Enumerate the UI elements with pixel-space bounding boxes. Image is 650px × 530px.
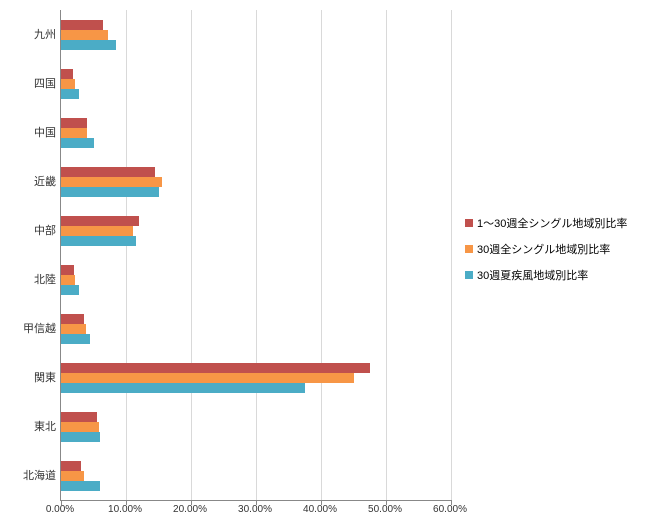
bar	[61, 30, 108, 40]
legend: 1～30週全シングル地域別比率 30週全シングル地域別比率 30週夏疾風地域別比率	[465, 215, 627, 293]
x-axis-label: 60.00%	[433, 504, 467, 515]
y-axis-label: 九州	[6, 29, 56, 41]
bar	[61, 89, 79, 99]
bar	[61, 432, 100, 442]
legend-swatch	[465, 271, 473, 279]
legend-item: 1～30週全シングル地域別比率	[465, 215, 627, 231]
bar	[61, 138, 94, 148]
chart-container: 1～30週全シングル地域別比率30週全シングル地域別比率30週夏疾風地域別比率 …	[0, 0, 650, 530]
legend-label: 30週夏疾風地域別比率	[477, 267, 588, 283]
bar	[61, 187, 159, 197]
bar	[61, 412, 97, 422]
x-axis-label: 10.00%	[108, 504, 142, 515]
y-axis-label: 中部	[6, 225, 56, 237]
y-axis-label: 四国	[6, 78, 56, 90]
bar	[61, 265, 74, 275]
bar	[61, 236, 136, 246]
bar	[61, 275, 75, 285]
bar	[61, 216, 139, 226]
bar	[61, 226, 133, 236]
plot-area	[60, 10, 451, 501]
legend-item: 30週全シングル地域別比率	[465, 241, 627, 257]
gridline	[386, 10, 387, 500]
bar	[61, 167, 155, 177]
y-axis-label: 近畿	[6, 176, 56, 188]
x-axis-label: 30.00%	[238, 504, 272, 515]
legend-label: 1～30週全シングル地域別比率	[477, 215, 627, 231]
gridline	[191, 10, 192, 500]
x-axis-label: 40.00%	[303, 504, 337, 515]
y-axis-label: 東北	[6, 421, 56, 433]
bar	[61, 285, 79, 295]
x-axis-label: 20.00%	[173, 504, 207, 515]
bar	[61, 177, 162, 187]
legend-swatch	[465, 245, 473, 253]
bar	[61, 481, 100, 491]
y-axis-label: 関東	[6, 372, 56, 384]
bar	[61, 383, 305, 393]
bar	[61, 373, 354, 383]
bar	[61, 334, 90, 344]
gridline	[256, 10, 257, 500]
bar	[61, 461, 81, 471]
bar	[61, 69, 73, 79]
y-axis-label: 甲信越	[6, 323, 56, 335]
legend-swatch	[465, 219, 473, 227]
y-axis-label: 中国	[6, 127, 56, 139]
bar	[61, 40, 116, 50]
bar	[61, 118, 87, 128]
x-axis-label: 0.00%	[46, 504, 74, 515]
gridline	[126, 10, 127, 500]
gridline	[451, 10, 452, 500]
legend-label: 30週全シングル地域別比率	[477, 241, 610, 257]
y-axis-label: 北海道	[6, 470, 56, 482]
legend-item: 30週夏疾風地域別比率	[465, 267, 627, 283]
bar	[61, 79, 75, 89]
bar	[61, 324, 86, 334]
y-axis-label: 北陸	[6, 274, 56, 286]
bar	[61, 314, 84, 324]
bar	[61, 471, 84, 481]
bar	[61, 20, 103, 30]
bar	[61, 128, 87, 138]
bar	[61, 363, 370, 373]
x-axis-label: 50.00%	[368, 504, 402, 515]
bar	[61, 422, 99, 432]
gridline	[321, 10, 322, 500]
